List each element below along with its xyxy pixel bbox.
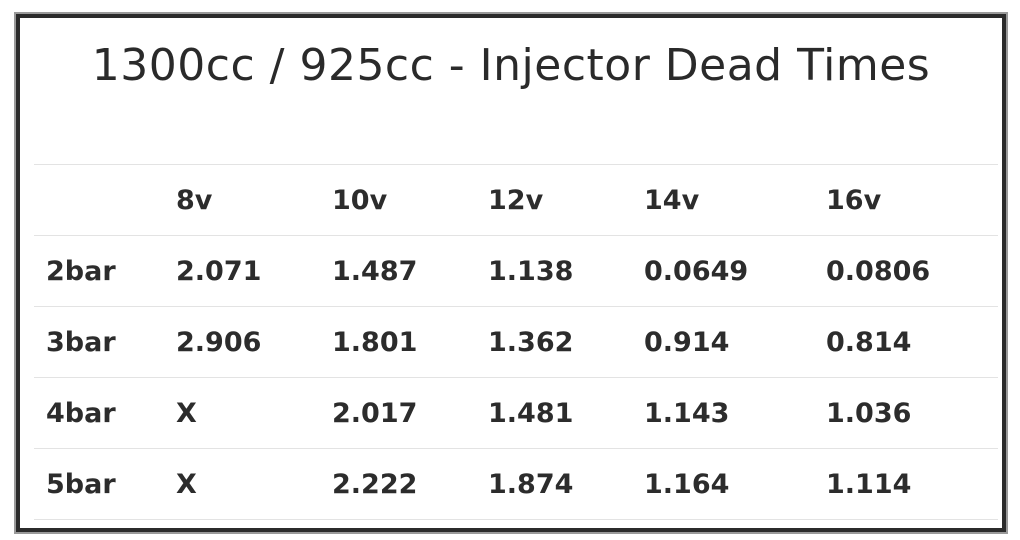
table-cell: X <box>176 469 197 500</box>
row-label: 3bar <box>46 327 116 358</box>
table-cell: 2.017 <box>332 398 418 429</box>
dead-times-table: 8v 10v 12v 14v 16v 2bar 2.071 1.487 1.13… <box>34 164 998 520</box>
table-cell: 2.906 <box>176 327 262 358</box>
table-row: 5bar X 2.222 1.874 1.164 1.114 <box>34 449 998 520</box>
table-cell: 0.0806 <box>826 256 931 287</box>
table-cell: 2.071 <box>176 256 262 287</box>
table-cell: 0.0649 <box>644 256 749 287</box>
header-cell-12v: 12v <box>488 185 544 216</box>
header-cell-8v: 8v <box>176 185 213 216</box>
row-label: 4bar <box>46 398 116 429</box>
table-cell: 1.143 <box>644 398 730 429</box>
page-title: 1300cc / 925cc - Injector Dead Times <box>91 40 931 91</box>
table-cell: 1.164 <box>644 469 730 500</box>
table-cell: 2.222 <box>332 469 418 500</box>
table-cell: X <box>176 398 197 429</box>
table-row: 3bar 2.906 1.801 1.362 0.914 0.814 <box>34 307 998 378</box>
table-cell: 0.814 <box>826 327 912 358</box>
table-row: 2bar 2.071 1.487 1.138 0.0649 0.0806 <box>34 236 998 307</box>
table-cell: 1.362 <box>488 327 574 358</box>
table-cell: 1.138 <box>488 256 574 287</box>
table-header-row: 8v 10v 12v 14v 16v <box>34 165 998 236</box>
table-cell: 1.114 <box>826 469 912 500</box>
header-cell-16v: 16v <box>826 185 882 216</box>
row-label: 5bar <box>46 469 116 500</box>
table-cell: 1.874 <box>488 469 574 500</box>
table-cell: 1.487 <box>332 256 418 287</box>
table-row: 4bar X 2.017 1.481 1.143 1.036 <box>34 378 998 449</box>
row-label: 2bar <box>46 256 116 287</box>
table-cell: 1.036 <box>826 398 912 429</box>
header-cell-10v: 10v <box>332 185 388 216</box>
table-cell: 0.914 <box>644 327 730 358</box>
table-frame: 1300cc / 925cc - Injector Dead Times 8v … <box>16 14 1006 532</box>
table-cell: 1.481 <box>488 398 574 429</box>
table-cell: 1.801 <box>332 327 418 358</box>
header-cell-14v: 14v <box>644 185 700 216</box>
